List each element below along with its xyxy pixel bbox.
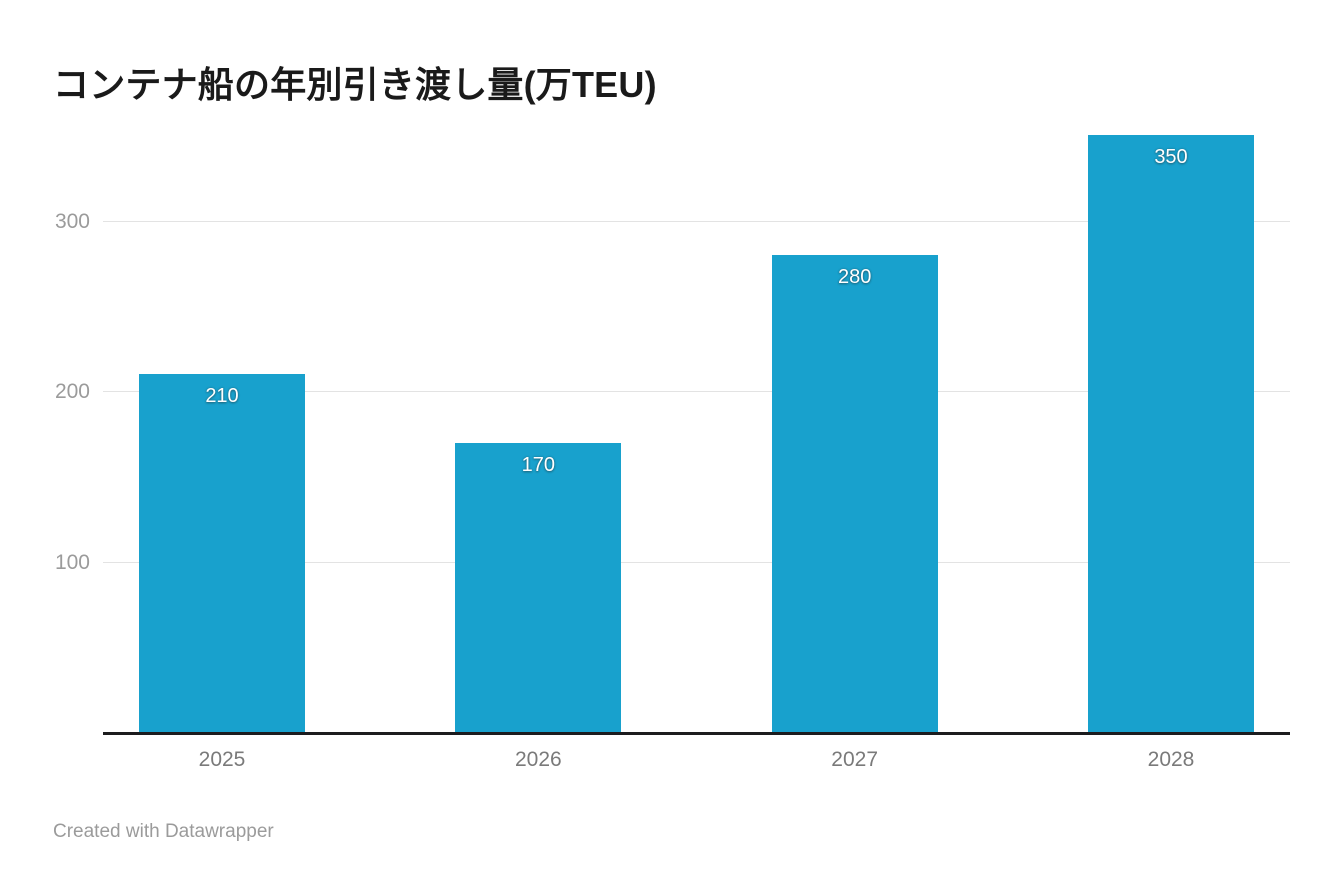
bar-2028: 350 [1088,135,1254,733]
gridline-y300 [103,220,1290,222]
attribution-footer: Created with Datawrapper [53,821,274,843]
bar-value-label: 210 [205,385,239,408]
ytick-label: 100 [54,551,90,575]
bar-value-label: 280 [837,265,872,288]
xtick-label-2028: 2028 [1147,748,1195,771]
xtick-label-2026: 2026 [514,748,562,771]
bar-value-label: 350 [1154,146,1188,169]
ytick-label: 300 [54,209,90,233]
bar-2026: 170 [455,442,622,733]
gridline-y200 [103,391,1290,393]
plot-area: 100 200 300 210 170 280 350 [55,130,1290,733]
bar-2025: 210 [139,374,305,733]
xtick-label-2025: 2025 [198,748,246,771]
bar-value-label: 170 [521,453,556,476]
bar-2027: 280 [771,254,938,733]
datawrapper-attribution-link[interactable]: Created with Datawrapper [53,821,274,842]
chart-title: コンテナ船の年別引き渡し量(万TEU) [53,64,657,105]
ytick-label: 200 [54,380,90,404]
x-axis-baseline [103,732,1290,735]
xtick-label-2027: 2027 [831,748,879,771]
gridline-y100 [103,562,1290,564]
